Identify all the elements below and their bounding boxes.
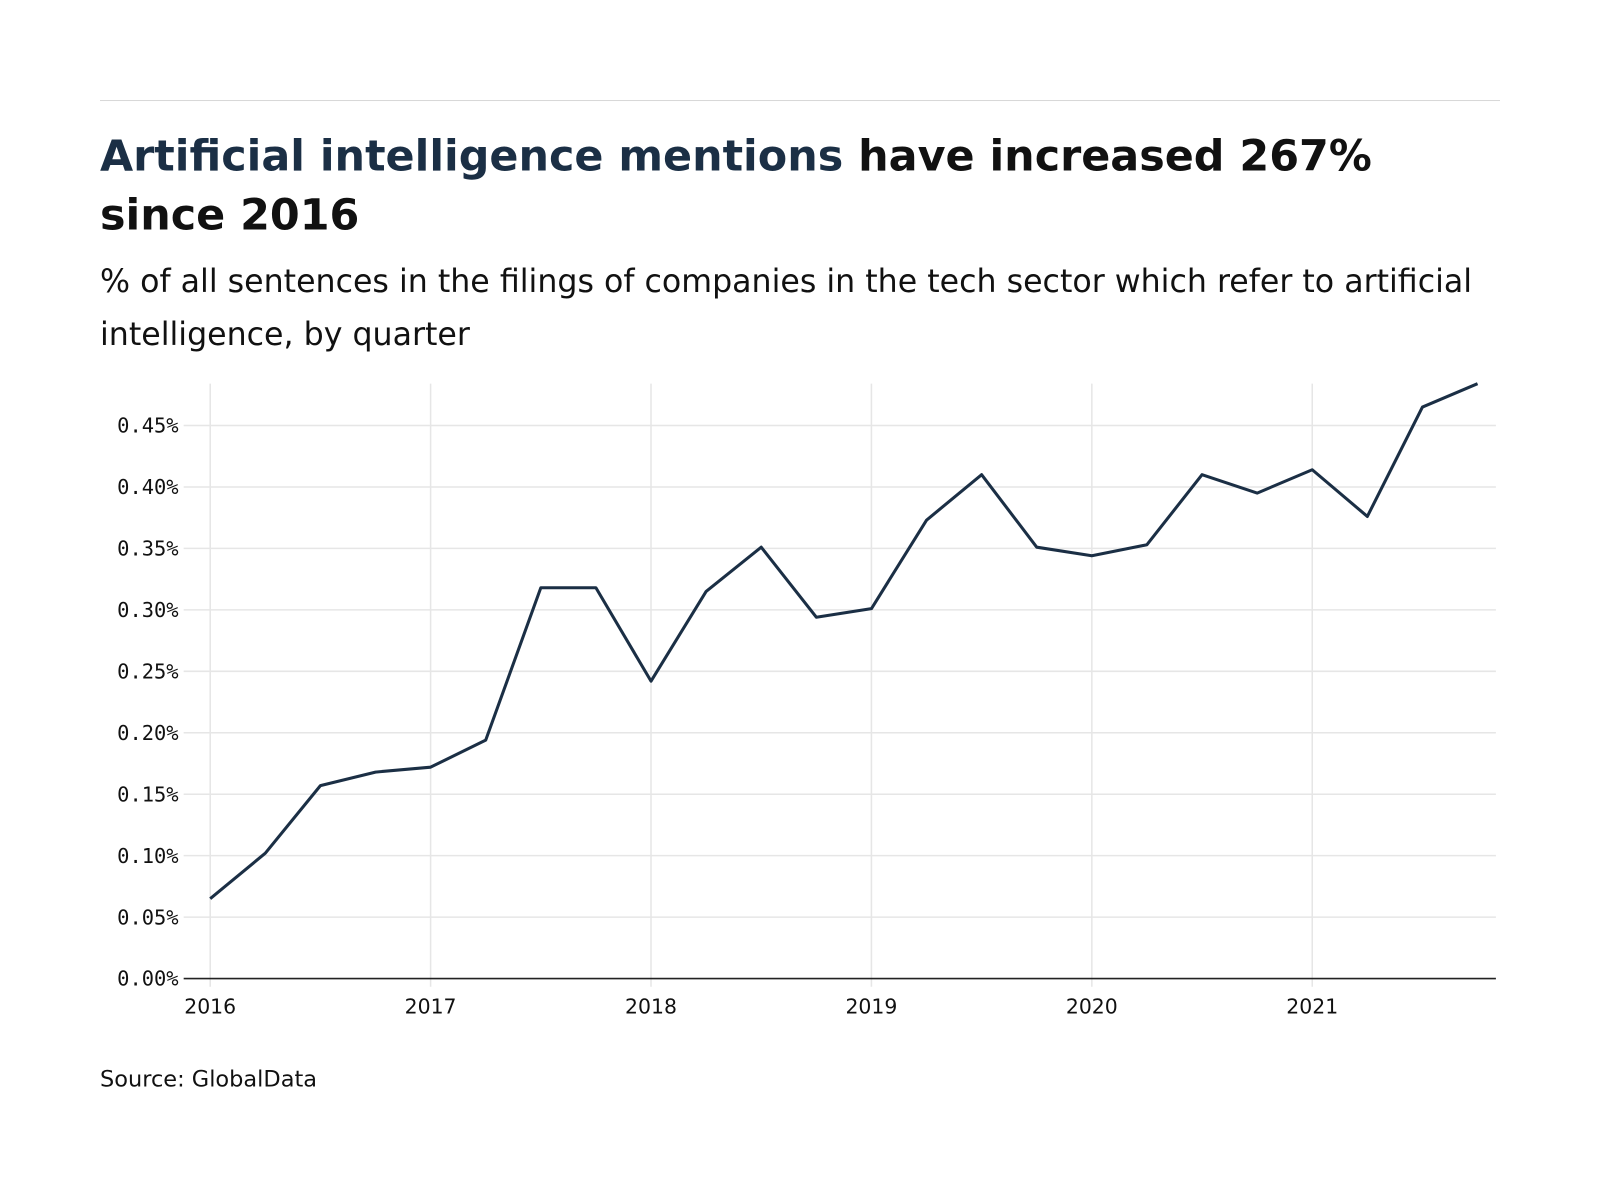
- x-tick-label: 2021: [1286, 994, 1338, 1018]
- y-tick-label: 0.05%: [117, 905, 178, 929]
- y-tick-label: 0.15%: [117, 782, 178, 806]
- x-tick-label: 2019: [845, 994, 897, 1018]
- x-tick-label: 2017: [405, 994, 457, 1018]
- chart-subtitle: % of all sentences in the filings of com…: [99, 263, 1473, 354]
- x-tick-label: 2018: [625, 994, 677, 1018]
- source-note: Source: GlobalData: [99, 1067, 318, 1093]
- data-line: [209, 382, 1479, 900]
- y-tick-label: 0.40%: [117, 475, 178, 499]
- y-tick-label: 0.20%: [117, 721, 178, 745]
- title-highlight: Artificial intelligence mentions: [99, 130, 844, 181]
- y-tick-label: 0.30%: [117, 598, 178, 622]
- y-tick-label: 0.35%: [117, 537, 178, 561]
- x-tick-label: 2016: [184, 994, 236, 1018]
- top-divider: [99, 99, 1500, 102]
- y-tick-label: 0.10%: [117, 844, 178, 868]
- chart-title: Artificial intelligence mentions have in…: [100, 127, 1457, 245]
- y-tick-label: 0.45%: [117, 414, 178, 438]
- x-tick-label: 2020: [1066, 994, 1118, 1018]
- title-rest: have increased 267% since 2016: [99, 130, 1372, 240]
- y-tick-label: 0.25%: [117, 659, 178, 683]
- y-tick-label: 0.00%: [117, 967, 178, 991]
